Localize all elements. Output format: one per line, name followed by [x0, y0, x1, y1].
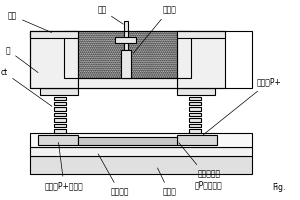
- Bar: [124, 21, 128, 50]
- Bar: [189, 124, 201, 127]
- Bar: [78, 137, 177, 145]
- Bar: [189, 102, 201, 105]
- Text: 金属: 金属: [8, 11, 52, 32]
- Bar: [78, 31, 177, 78]
- Bar: [64, 31, 78, 78]
- Text: 电解液: 电解液: [133, 5, 176, 53]
- Bar: [189, 113, 201, 116]
- Bar: [54, 118, 66, 122]
- Bar: [177, 31, 191, 78]
- Bar: [30, 31, 78, 38]
- Text: ct: ct: [0, 68, 52, 106]
- Bar: [30, 31, 252, 88]
- Bar: [30, 147, 252, 156]
- Bar: [78, 31, 177, 78]
- Bar: [115, 37, 136, 43]
- Text: 层: 层: [6, 46, 38, 73]
- Bar: [30, 156, 252, 174]
- Bar: [177, 31, 225, 88]
- Bar: [78, 78, 177, 88]
- Bar: [54, 113, 66, 116]
- Bar: [38, 135, 78, 145]
- Bar: [30, 133, 252, 147]
- Bar: [121, 50, 130, 78]
- Text: 硅晶圆: 硅晶圆: [158, 168, 176, 197]
- Bar: [177, 31, 225, 38]
- Text: 介电材料: 介电材料: [98, 154, 129, 197]
- Bar: [54, 124, 66, 127]
- Bar: [189, 118, 201, 122]
- Bar: [177, 88, 215, 95]
- Text: 源极（P+掺杂）: 源极（P+掺杂）: [45, 142, 83, 191]
- Bar: [177, 135, 217, 145]
- Bar: [189, 129, 201, 133]
- Text: 多晶硅沟道
（P型掺杂）: 多晶硅沟道 （P型掺杂）: [179, 143, 223, 189]
- Bar: [54, 102, 66, 105]
- Bar: [40, 88, 78, 95]
- Bar: [30, 31, 78, 88]
- Bar: [54, 129, 66, 133]
- Text: 电极: 电极: [97, 5, 123, 24]
- Bar: [54, 97, 66, 100]
- Bar: [189, 97, 201, 100]
- Bar: [189, 107, 201, 111]
- Bar: [54, 107, 66, 111]
- Text: 漏极（P+: 漏极（P+: [203, 78, 281, 135]
- Text: Fig.: Fig.: [272, 183, 286, 192]
